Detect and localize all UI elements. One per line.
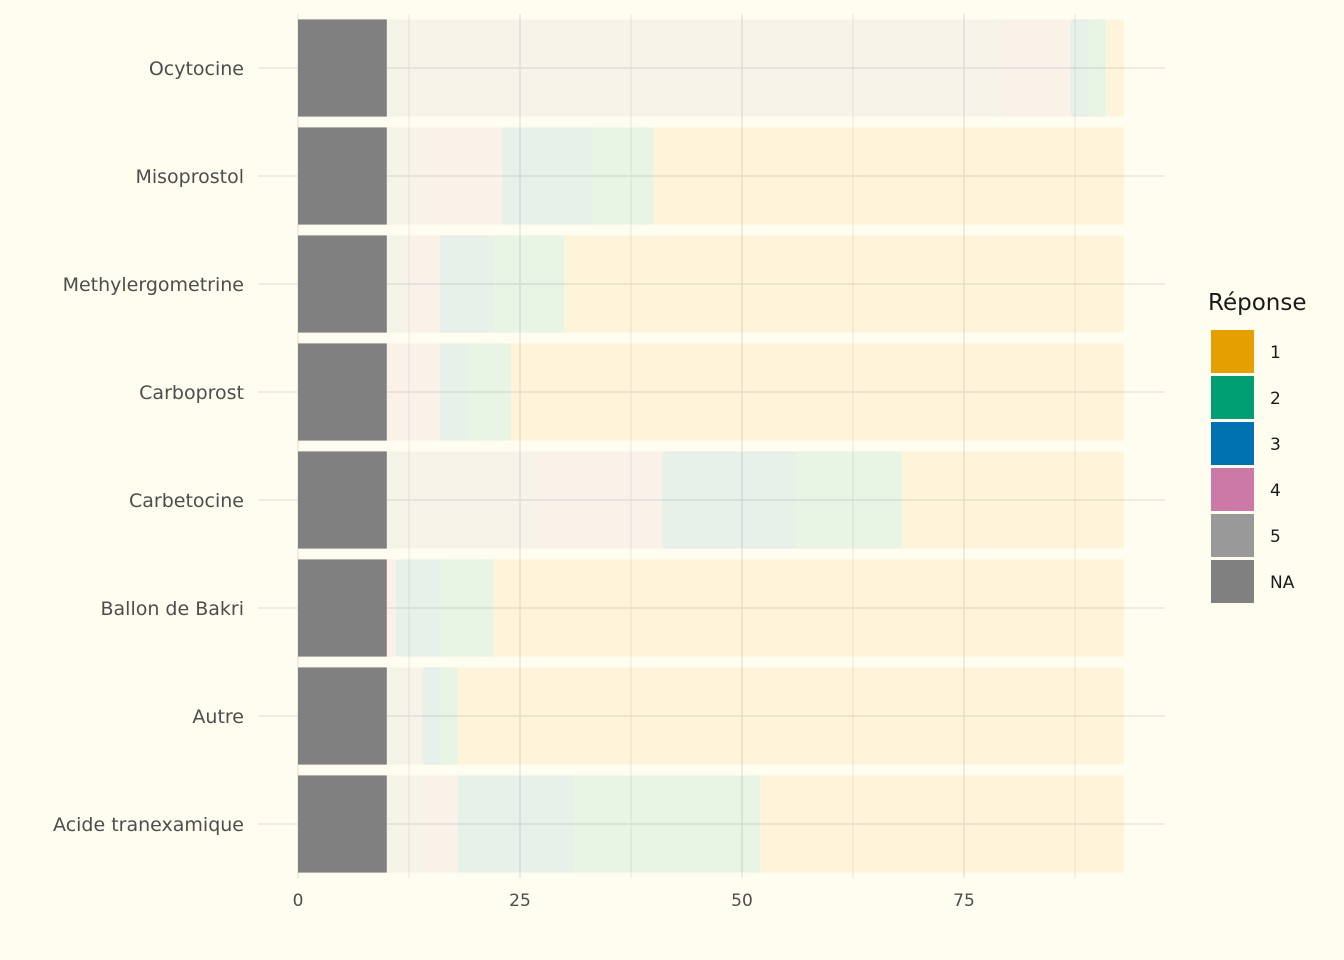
bar-segment bbox=[386, 343, 441, 441]
bar-segment bbox=[298, 667, 387, 765]
legend-swatch bbox=[1211, 330, 1254, 373]
bar-segment bbox=[466, 343, 512, 441]
bar-segment bbox=[440, 559, 494, 657]
bar-segment bbox=[493, 235, 565, 333]
y-tick-label: Acide tranexamique bbox=[53, 814, 244, 836]
bar-segment bbox=[298, 343, 387, 441]
bar-segment bbox=[298, 19, 387, 117]
y-tick-label: Carbetocine bbox=[129, 490, 244, 512]
legend-label: 2 bbox=[1270, 389, 1281, 409]
y-tick-label: Ocytocine bbox=[149, 58, 244, 80]
bar-segment bbox=[298, 235, 387, 333]
legend-swatch bbox=[1211, 560, 1254, 603]
bar-segment bbox=[386, 559, 396, 657]
bar-segment bbox=[511, 343, 1124, 441]
y-tick-label: Autre bbox=[192, 706, 244, 728]
bar-segment bbox=[564, 235, 1124, 333]
bar-segment bbox=[298, 559, 387, 657]
bar-segment bbox=[457, 775, 574, 873]
legend-swatch bbox=[1211, 468, 1254, 511]
bar-segment bbox=[386, 775, 423, 873]
bar-segment bbox=[662, 451, 796, 549]
bar-segment bbox=[999, 19, 1071, 117]
legend-label: 5 bbox=[1270, 527, 1281, 547]
bar-segment bbox=[1070, 19, 1089, 117]
legend-swatch bbox=[1211, 376, 1254, 419]
bar-segment bbox=[431, 127, 503, 225]
bar-segment bbox=[502, 127, 592, 225]
bar-segment bbox=[1106, 19, 1124, 117]
bar-segment bbox=[298, 775, 387, 873]
bar-segment bbox=[298, 127, 387, 225]
bar-segment bbox=[386, 235, 409, 333]
grid-lines bbox=[258, 14, 1165, 878]
bar-segment bbox=[440, 235, 494, 333]
bar-segment bbox=[386, 451, 534, 549]
bars bbox=[298, 19, 1124, 873]
bar-segment bbox=[440, 667, 458, 765]
bar-segment bbox=[759, 775, 1124, 873]
bar-segment bbox=[591, 127, 654, 225]
y-tick-label: Misoprostol bbox=[135, 166, 244, 188]
bar-segment bbox=[901, 451, 1124, 549]
bar-segment bbox=[1088, 19, 1107, 117]
bar-segment bbox=[493, 559, 1124, 657]
legend-swatch bbox=[1211, 514, 1254, 557]
legend: Réponse 1 2 3 4 5 NA bbox=[1208, 290, 1306, 603]
bar-segment bbox=[298, 451, 387, 549]
bar-segment bbox=[386, 667, 423, 765]
bar-segment bbox=[533, 451, 663, 549]
y-tick-label: Methylergometrine bbox=[63, 274, 244, 296]
bar-segment bbox=[422, 775, 458, 873]
x-axis-tick-labels: 0 25 50 75 bbox=[293, 891, 975, 911]
legend-label: NA bbox=[1270, 573, 1295, 593]
y-tick-label: Ballon de Bakri bbox=[100, 598, 244, 620]
bar-segment bbox=[440, 343, 467, 441]
bar-segment bbox=[422, 667, 441, 765]
x-tick-label: 75 bbox=[953, 891, 975, 911]
bar-segment bbox=[457, 667, 1124, 765]
legend-swatch bbox=[1211, 422, 1254, 465]
x-tick-label: 50 bbox=[731, 891, 753, 911]
bar-segment bbox=[573, 775, 760, 873]
bar-segment bbox=[386, 127, 432, 225]
legend-title: Réponse bbox=[1208, 290, 1306, 316]
bar-segment bbox=[795, 451, 902, 549]
y-axis-labels: Ocytocine Misoprostol Methylergometrine Car… bbox=[53, 58, 244, 836]
y-tick-label: Carboprost bbox=[139, 382, 244, 404]
x-tick-label: 25 bbox=[509, 891, 531, 911]
legend-label: 3 bbox=[1270, 435, 1281, 455]
legend-label: 1 bbox=[1270, 343, 1281, 363]
bar-segment bbox=[409, 235, 441, 333]
bar-segment bbox=[395, 559, 441, 657]
bar-segment bbox=[386, 19, 1000, 117]
x-tick-label: 0 bbox=[293, 891, 304, 911]
bar-segment bbox=[653, 127, 1124, 225]
legend-label: 4 bbox=[1270, 481, 1281, 501]
